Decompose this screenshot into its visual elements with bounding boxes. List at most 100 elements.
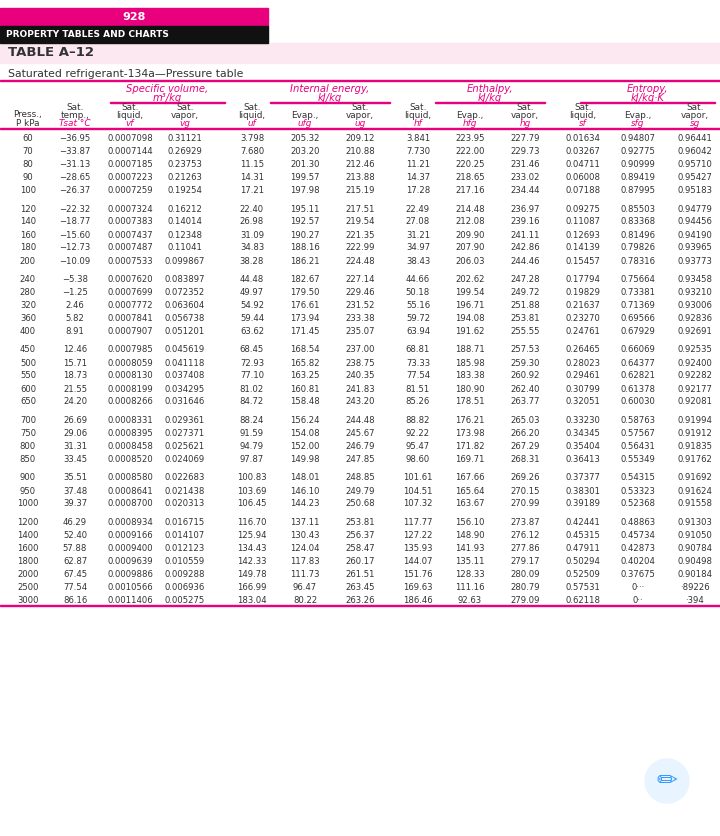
Text: −18.77: −18.77 [59,217,91,227]
Text: 0.0008700: 0.0008700 [107,499,153,508]
Bar [0,8,268,26]
Text: 0.037408: 0.037408 [165,371,205,380]
Text: 0.006936: 0.006936 [165,583,205,592]
Text: 0.42441: 0.42441 [566,518,600,527]
Text: 0.024069: 0.024069 [165,455,205,464]
Text: 117.83: 117.83 [290,557,320,566]
Text: vf: vf [126,119,134,128]
Text: 104.51: 104.51 [403,487,433,496]
Text: 0.91994: 0.91994 [678,416,712,425]
Text: 0.96042: 0.96042 [678,147,712,156]
Text: 260.92: 260.92 [510,371,540,380]
Text: 222.00: 222.00 [455,147,485,156]
Text: 1400: 1400 [17,531,39,540]
Text: 0.0008331: 0.0008331 [107,416,153,425]
Text: 0.75664: 0.75664 [621,275,655,284]
Text: 0.020313: 0.020313 [165,499,205,508]
Text: 0.50294: 0.50294 [566,557,600,566]
Text: 0.91692: 0.91692 [678,473,712,482]
Text: 0.0008059: 0.0008059 [107,359,153,368]
Text: 0.11041: 0.11041 [168,243,202,252]
Text: 223.95: 223.95 [455,134,485,143]
Text: 156.10: 156.10 [455,518,485,527]
Text: 850: 850 [20,455,36,464]
Text: 280.79: 280.79 [510,583,540,592]
Text: 249.72: 249.72 [510,288,540,297]
Text: 0.79826: 0.79826 [621,243,655,252]
Text: 253.81: 253.81 [345,518,375,527]
Text: Sat.: Sat. [176,103,194,111]
Text: 149.78: 149.78 [237,570,267,579]
Text: 210.88: 210.88 [345,147,375,156]
Text: 209.90: 209.90 [455,231,485,239]
Text: −15.60: −15.60 [59,231,91,239]
Text: 0.031646: 0.031646 [165,397,205,406]
Text: 0.04711: 0.04711 [566,160,600,169]
Text: 0.009288: 0.009288 [165,570,205,579]
Text: 253.81: 253.81 [510,314,540,323]
Text: 0.0007985: 0.0007985 [107,345,153,354]
Text: 0.91303: 0.91303 [678,518,712,527]
Text: 0.034295: 0.034295 [165,385,205,394]
Text: 0.005275: 0.005275 [165,596,205,605]
Text: vapor,: vapor, [346,110,374,120]
Text: 86.16: 86.16 [63,596,87,605]
Text: 0.85503: 0.85503 [621,205,655,213]
Text: Internal energy,: Internal energy, [290,84,369,94]
Text: 111.73: 111.73 [290,570,320,579]
Text: 231.52: 231.52 [346,301,374,310]
Text: 269.26: 269.26 [510,473,540,482]
Text: 0.021438: 0.021438 [165,487,205,496]
Text: 101.61: 101.61 [403,473,433,482]
Text: 221.35: 221.35 [346,231,374,239]
Text: 0.57567: 0.57567 [621,429,655,438]
Text: 173.94: 173.94 [290,314,320,323]
Text: 191.62: 191.62 [455,327,485,336]
Text: 1200: 1200 [17,518,39,527]
Text: −36.95: −36.95 [59,134,91,143]
Text: Evap.,: Evap., [624,110,652,120]
Text: 3.798: 3.798 [240,134,264,143]
Text: 268.31: 268.31 [510,455,540,464]
Text: 3000: 3000 [17,596,39,605]
Text: 0.62821: 0.62821 [621,371,655,380]
Bar [0,43,720,63]
Text: 0.30799: 0.30799 [566,385,600,394]
Text: 7.730: 7.730 [406,147,430,156]
Text: 222.99: 222.99 [346,243,374,252]
Text: 0.57531: 0.57531 [566,583,600,592]
Text: 158.48: 158.48 [290,397,320,406]
Text: 0.0009400: 0.0009400 [107,544,153,553]
Text: 0.92177: 0.92177 [678,385,712,394]
Text: 0.33230: 0.33230 [566,416,600,425]
Text: 0.0009166: 0.0009166 [107,531,153,540]
Text: 168.54: 168.54 [290,345,320,354]
Text: 141.93: 141.93 [455,544,485,553]
Text: Evap.,: Evap., [456,110,484,120]
Text: 0.0007144: 0.0007144 [107,147,153,156]
Text: 0.34345: 0.34345 [566,429,600,438]
Text: 237.00: 237.00 [346,345,374,354]
Text: 0.072352: 0.072352 [165,288,205,297]
Text: Sat.: Sat. [686,103,703,111]
Text: 200: 200 [20,257,36,266]
Text: 0.53323: 0.53323 [621,487,655,496]
Text: 270.99: 270.99 [510,499,540,508]
Text: 215.19: 215.19 [346,186,374,195]
Text: 360: 360 [20,314,36,323]
Text: 14.37: 14.37 [406,173,430,182]
Text: 0.92691: 0.92691 [678,327,712,336]
Text: 183.38: 183.38 [455,371,485,380]
Text: 100: 100 [20,186,36,195]
Text: 26.98: 26.98 [240,217,264,227]
Text: 248.85: 248.85 [345,473,375,482]
Text: 44.48: 44.48 [240,275,264,284]
Text: 256.37: 256.37 [346,531,374,540]
Text: 0.83368: 0.83368 [621,217,656,227]
Text: 0.12693: 0.12693 [566,231,600,239]
Text: 0.67929: 0.67929 [621,327,655,336]
Text: 0.0007259: 0.0007259 [107,186,153,195]
Text: 217.51: 217.51 [346,205,374,213]
Text: 2.46: 2.46 [66,301,84,310]
Text: 0.90498: 0.90498 [678,557,713,566]
